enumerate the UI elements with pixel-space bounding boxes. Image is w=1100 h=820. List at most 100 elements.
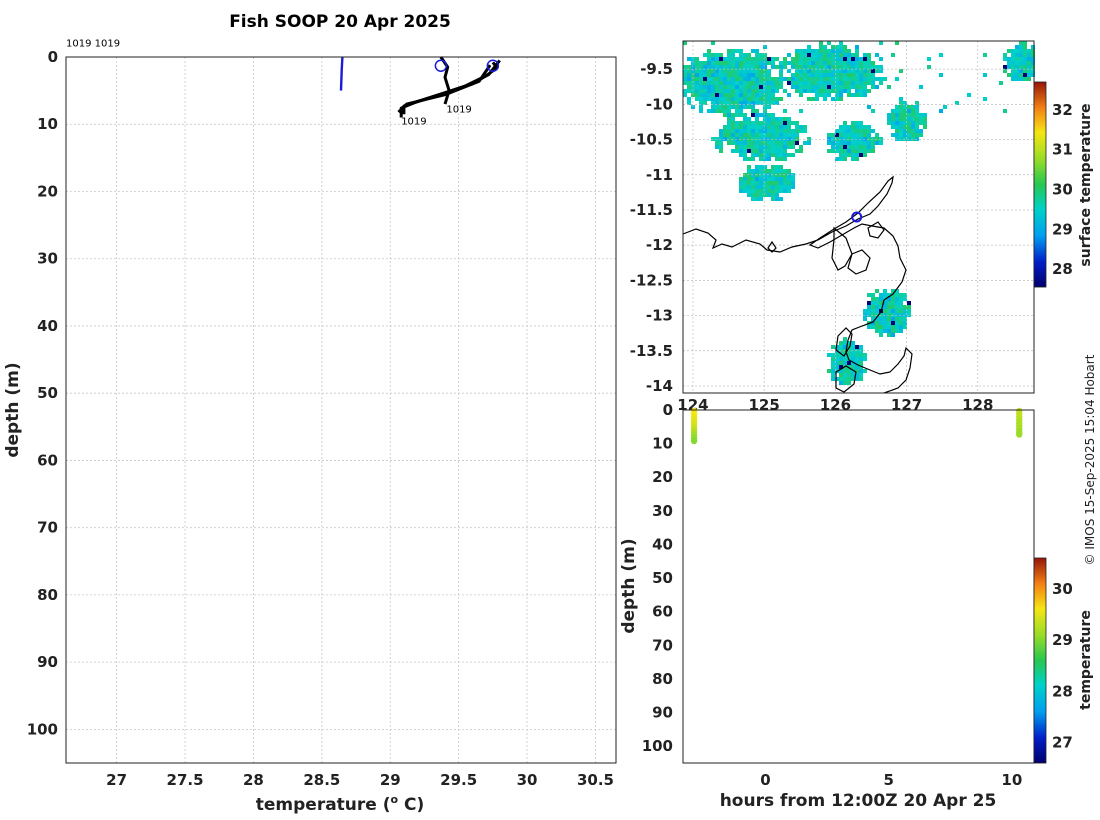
sst-pixel — [851, 81, 855, 85]
colorbar-slice — [1034, 706, 1046, 708]
sst-pixel — [819, 81, 823, 85]
sst-colorbar-tick-label: 31 — [1052, 141, 1073, 159]
sst-pixel — [735, 89, 739, 93]
colorbar-slice — [1034, 734, 1046, 736]
profile-ytick-label: 20 — [37, 182, 58, 200]
sst-pixel — [707, 61, 711, 65]
sst-pixel — [1015, 57, 1019, 61]
colorbar-slice — [1034, 164, 1046, 166]
sst-pixel — [707, 57, 711, 61]
sst-pixel — [735, 93, 739, 97]
sst-pixel — [759, 81, 763, 85]
colorbar-slice — [1034, 593, 1046, 595]
sst-pixel — [775, 129, 779, 133]
sst-pixel — [779, 137, 783, 141]
sst-pixel — [855, 85, 859, 89]
sst-pixel — [983, 73, 987, 77]
sst-pixel — [755, 65, 759, 69]
colorbar-slice — [1034, 646, 1046, 648]
sst-pixel — [683, 81, 687, 85]
sst-pixel — [735, 57, 739, 61]
sst-pixel — [863, 149, 867, 153]
sst-pixel — [687, 81, 691, 85]
sst-pixel — [735, 73, 739, 77]
sst-pixel — [687, 77, 691, 81]
depth-time-ytick-label: 100 — [642, 737, 673, 755]
sst-pixel — [827, 69, 831, 73]
sst-pixel — [1023, 41, 1027, 45]
sst-pixel — [771, 93, 775, 97]
colorbar-slice — [1034, 750, 1046, 752]
sst-pixel — [751, 85, 755, 89]
sst-pixel — [835, 81, 839, 85]
colorbar-slice — [1034, 258, 1046, 260]
sst-pixel — [819, 57, 823, 61]
sst-pixel — [715, 141, 719, 145]
sst-pixel — [915, 137, 919, 141]
sst-pixel — [891, 113, 895, 117]
temperature-colorbar-tick-label: 29 — [1052, 631, 1073, 649]
sst-pixel — [755, 181, 759, 185]
sst-pixel — [747, 53, 751, 57]
sst-pixel — [791, 133, 795, 137]
sst-pixel — [855, 77, 859, 81]
colorbar-slice — [1034, 648, 1046, 650]
sst-pixel — [939, 53, 943, 57]
colorbar-slice — [1034, 707, 1046, 709]
sst-pixel — [863, 133, 867, 137]
sst-pixel — [699, 73, 703, 77]
sst-pixel — [747, 77, 751, 81]
map-ytick-label: -10 — [646, 95, 673, 113]
colorbar-slice — [1034, 248, 1046, 250]
sst-pixel — [767, 89, 771, 93]
sst-pixel — [1023, 45, 1027, 49]
colorbar-slice — [1034, 682, 1046, 684]
sst-pixel — [787, 189, 791, 193]
sst-pixel — [767, 101, 771, 105]
colorbar-slice — [1034, 215, 1046, 217]
sst-pixel — [867, 57, 871, 61]
colorbar-slice — [1034, 208, 1046, 210]
colorbar-slice — [1034, 565, 1046, 567]
sst-pixel — [747, 81, 751, 85]
sst-pixel — [899, 301, 903, 305]
sst-pixel — [899, 69, 903, 73]
colorbar-slice — [1034, 650, 1046, 652]
colorbar-slice — [1034, 265, 1046, 267]
sst-pixel — [863, 317, 867, 321]
sst-pixel — [1011, 65, 1015, 69]
sst-pixel — [831, 361, 835, 365]
sst-pixel — [707, 97, 711, 101]
sst-pixel — [847, 353, 851, 357]
map-grid — [683, 41, 1034, 393]
sst-pixel — [795, 61, 799, 65]
sst-pixel — [859, 125, 863, 129]
sst-pixel — [847, 137, 851, 141]
sst-pixel — [843, 141, 847, 145]
sst-pixel — [767, 181, 771, 185]
sst-pixel — [859, 369, 863, 373]
sst-pixel — [743, 185, 747, 189]
sst-pixel — [847, 341, 851, 345]
sst-pixel — [747, 193, 751, 197]
sst-pixel — [739, 81, 743, 85]
colorbar-slice — [1034, 145, 1046, 147]
sst-pixel — [907, 129, 911, 133]
sst-pixel — [911, 113, 915, 117]
sst-pixel — [795, 137, 799, 141]
sst-pixel — [867, 141, 871, 145]
colorbar-slice — [1034, 647, 1046, 649]
colorbar-slice — [1034, 163, 1046, 165]
colorbar-slice — [1034, 268, 1046, 270]
sst-pixel — [819, 49, 823, 53]
sst-pixel — [695, 97, 699, 101]
sst-pixel — [1023, 69, 1027, 73]
sst-pixel — [911, 109, 915, 113]
sst-pixel — [735, 105, 739, 109]
colorbar-slice — [1034, 232, 1046, 234]
sst-pixel — [799, 85, 803, 89]
sst-pixel — [727, 105, 731, 109]
sst-pixel — [771, 165, 775, 169]
colorbar-slice — [1034, 604, 1046, 606]
sst-pixel — [835, 141, 839, 145]
